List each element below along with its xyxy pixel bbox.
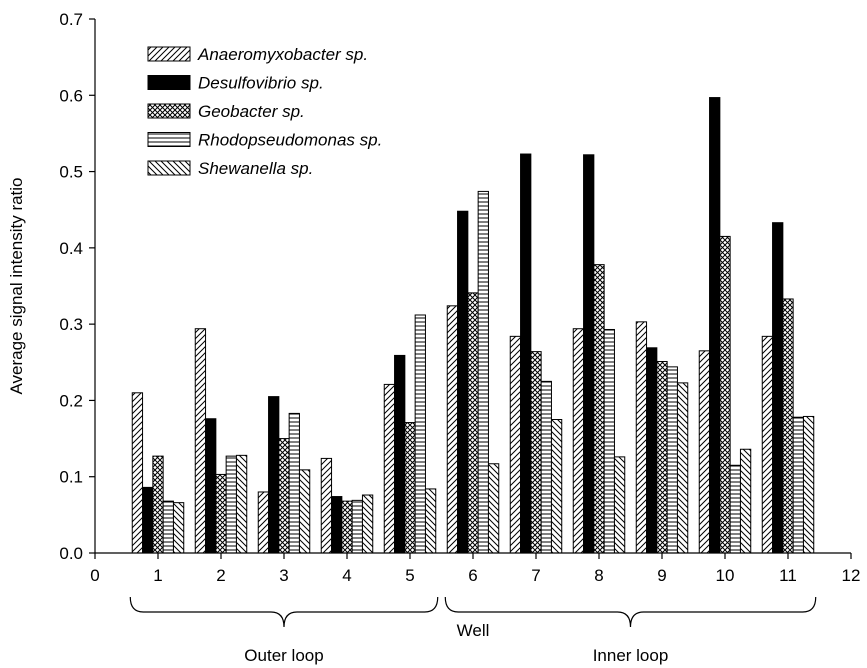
group-label: Inner loop: [593, 646, 669, 665]
x-tick-label: 12: [842, 566, 861, 585]
bar-well-1-series-3: [152, 455, 164, 554]
bar-well-6-series-3: [467, 292, 479, 554]
bar-well-3-series-3: [278, 438, 290, 554]
bar-well-5-series-1: [383, 383, 396, 554]
bar-well-6-series-4: [477, 190, 489, 554]
x-tick-label: 10: [716, 566, 735, 585]
bar-well-4-series-2: [331, 496, 343, 554]
legend-swatch: [147, 132, 191, 147]
bar-well-4-series-4: [351, 499, 363, 554]
y-tick-label: 0.5: [59, 163, 83, 182]
bar-well-11-series-3: [782, 298, 794, 554]
bars-layer: [131, 97, 815, 554]
bar-well-2-series-1: [194, 328, 207, 554]
x-tick-label: 1: [153, 566, 162, 585]
bar-well-8-series-2: [583, 154, 595, 554]
bar-well-9-series-3: [656, 361, 668, 554]
group-bracket: [129, 596, 439, 628]
axes: 0.00.10.20.30.40.50.60.70 1 2 3 4 5 6 7 8 9 10 11 12…: [7, 10, 860, 640]
y-tick-label: 0.3: [59, 315, 83, 334]
legend-label: Geobacter sp.: [198, 102, 305, 121]
bar-well-1-series-2: [142, 486, 154, 554]
bar-well-11-series-5: [802, 415, 815, 554]
bar-well-1-series-5: [172, 502, 185, 554]
y-tick-label: 0.7: [59, 10, 83, 29]
bar-well-4-series-1: [320, 457, 333, 554]
bar-well-5-series-2: [394, 354, 406, 554]
bar-well-5-series-5: [424, 488, 437, 554]
bar-well-2-series-3: [215, 473, 227, 554]
x-tick-label: 6: [468, 566, 477, 585]
x-axis-title: Well: [457, 621, 490, 640]
legend-label: Desulfovibrio sp.: [198, 74, 324, 93]
bar-well-8-series-5: [613, 456, 626, 554]
legend-label: Shewanella sp.: [198, 159, 313, 178]
bar-well-3-series-2: [268, 396, 280, 554]
x-tick-label: 8: [594, 566, 603, 585]
bar-well-4-series-3: [341, 500, 353, 554]
bar-well-4-series-5: [361, 494, 374, 554]
legend-label: Anaeromyxobacter sp.: [197, 45, 368, 64]
bar-well-9-series-2: [646, 347, 658, 554]
y-tick-label: 0.6: [59, 86, 83, 105]
bar-well-3-series-4: [288, 412, 300, 554]
x-tick-label: 3: [279, 566, 288, 585]
bar-well-3-series-5: [298, 469, 311, 554]
bar-well-7-series-1: [509, 335, 522, 554]
bar-well-9-series-4: [666, 366, 678, 554]
bar-well-6-series-5: [487, 463, 500, 554]
x-tick-label: 0: [90, 566, 99, 585]
x-tick-label: 11: [779, 566, 797, 585]
group-brackets: Outer loop Inner loop: [129, 596, 817, 665]
bar-well-3-series-1: [257, 491, 270, 554]
bar-well-1-series-1: [131, 392, 144, 554]
x-tick-label: 4: [342, 566, 351, 585]
bar-well-8-series-1: [572, 328, 585, 554]
bar-well-8-series-3: [593, 264, 605, 554]
bar-well-2-series-2: [205, 418, 217, 554]
legend-swatch: [147, 103, 191, 119]
bar-well-7-series-2: [520, 153, 532, 554]
x-tick-label: 9: [657, 566, 666, 585]
bar-well-11-series-4: [792, 416, 804, 554]
bar-well-2-series-4: [225, 455, 237, 554]
bar-well-10-series-2: [709, 97, 721, 554]
y-tick-label: 0.0: [59, 544, 83, 563]
bar-well-10-series-5: [739, 448, 752, 554]
bar-well-6-series-2: [457, 210, 469, 554]
bar-well-6-series-1: [446, 305, 459, 554]
y-tick-label: 0.2: [59, 391, 83, 410]
bar-well-7-series-5: [550, 419, 563, 554]
bar-well-10-series-4: [729, 464, 741, 554]
legend-label: Rhodopseudomonas sp.: [198, 131, 382, 150]
group-bracket: [444, 596, 817, 628]
x-tick-label: 7: [531, 566, 540, 585]
bar-well-11-series-2: [772, 222, 784, 554]
bar-well-1-series-4: [162, 500, 174, 554]
y-axis-title: Average signal intensity ratio: [7, 177, 26, 394]
bar-well-8-series-4: [603, 328, 615, 554]
legend-swatch: [147, 46, 191, 62]
y-tick-label: 0.4: [59, 239, 83, 258]
bar-well-7-series-3: [530, 351, 542, 554]
legend-swatch: [147, 160, 191, 176]
bar-well-11-series-1: [761, 335, 774, 554]
x-tick-label: 5: [405, 566, 414, 585]
x-tick-label: 2: [216, 566, 225, 585]
bar-well-9-series-1: [635, 321, 648, 554]
bar-well-10-series-1: [698, 350, 711, 554]
bar-well-2-series-5: [235, 454, 248, 554]
bar-well-5-series-4: [414, 314, 426, 554]
legend: Anaeromyxobacter sp. Desulfovibrio sp. Geo…: [147, 45, 382, 178]
bar-well-10-series-3: [719, 235, 731, 554]
legend-swatch: [147, 75, 191, 90]
bar-well-9-series-5: [676, 382, 689, 554]
bar-well-7-series-4: [540, 380, 552, 554]
bar-well-5-series-3: [404, 422, 416, 554]
group-label: Outer loop: [244, 646, 323, 665]
y-tick-label: 0.1: [59, 468, 83, 487]
